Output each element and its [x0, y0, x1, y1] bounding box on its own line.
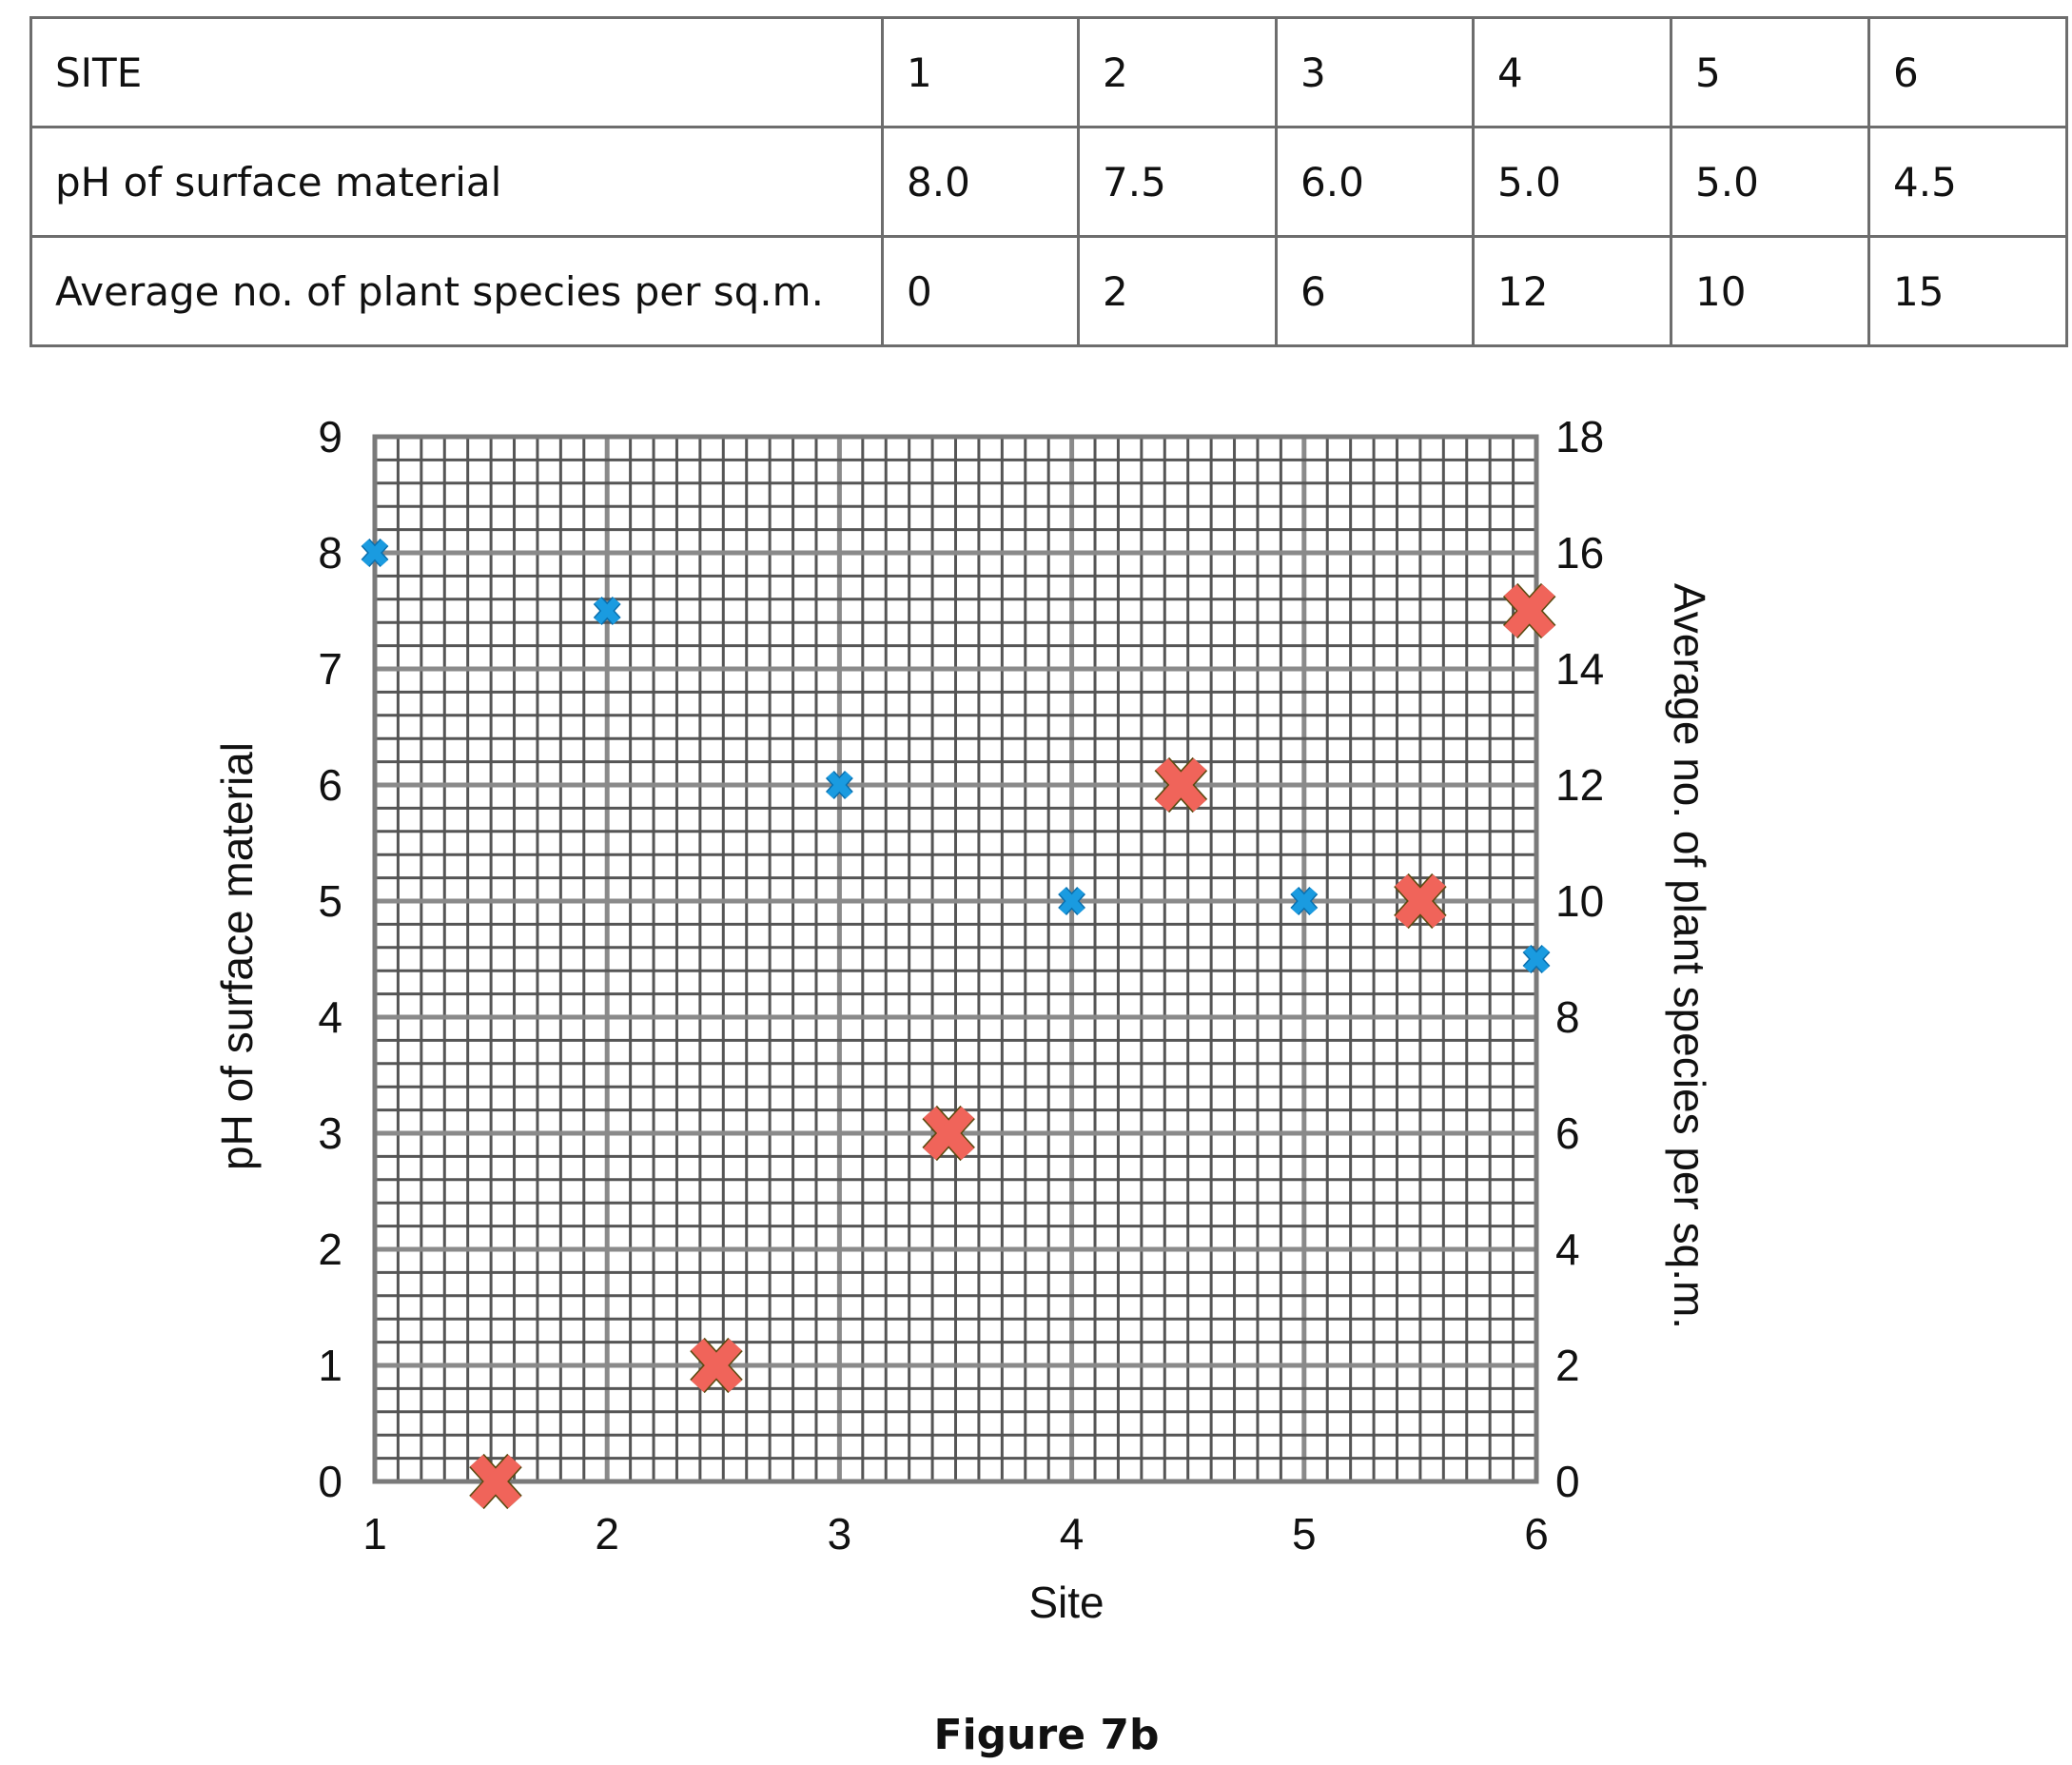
y-left-tick-label: 5 — [318, 876, 342, 926]
table-cell: 1 — [881, 16, 1080, 128]
table-cell: 4.5 — [1867, 126, 2068, 238]
y-left-tick-label: 8 — [318, 528, 342, 578]
y-left-tick-label: 1 — [318, 1341, 342, 1390]
y-right-tick-label: 4 — [1555, 1225, 1580, 1274]
table-cell: 5.0 — [1472, 126, 1672, 238]
ph-data-point — [825, 770, 853, 800]
x-marker-icon — [1059, 887, 1085, 915]
table-row: SITE 1 2 3 4 5 6 — [29, 16, 2068, 128]
x-marker-icon — [1155, 757, 1207, 813]
x-marker-icon — [827, 771, 852, 799]
x-tick-label: 1 — [362, 1509, 387, 1559]
y-right-tick-label: 6 — [1555, 1108, 1580, 1158]
y-left-tick-label: 7 — [318, 644, 342, 694]
row-header: pH of surface material — [29, 126, 884, 238]
ph-data-point — [1058, 886, 1086, 916]
row-header: SITE — [29, 16, 884, 128]
x-axis-label: Site — [1028, 1578, 1104, 1627]
table-cell: 5 — [1670, 16, 1870, 128]
x-tick-label: 6 — [1524, 1509, 1549, 1559]
x-marker-icon — [1523, 945, 1550, 973]
x-tick-label: 3 — [828, 1509, 852, 1559]
ph-data-point — [1290, 886, 1319, 916]
table-cell: 10 — [1670, 235, 1870, 347]
table-cell: 8.0 — [881, 126, 1080, 238]
y-left-tick-label: 2 — [318, 1225, 342, 1274]
y-right-tick-label: 10 — [1555, 876, 1604, 926]
y-right-tick-label: 16 — [1555, 528, 1604, 578]
table-cell: 12 — [1472, 235, 1672, 347]
x-tick-label: 5 — [1292, 1509, 1317, 1559]
y-right-axis-label: Average no. of plant species per sq.m. — [1665, 583, 1714, 1329]
table-cell: 6 — [1867, 16, 2068, 128]
table-row: pH of surface material 8.0 7.5 6.0 5.0 5.0 4.5 — [29, 126, 2068, 238]
table-cell: 6 — [1275, 235, 1475, 347]
x-marker-icon — [1395, 873, 1446, 929]
table-cell: 0 — [881, 235, 1080, 347]
y-left-tick-label: 6 — [318, 760, 342, 810]
y-left-tick-label: 3 — [318, 1108, 342, 1158]
y-left-axis-label: pH of surface material — [212, 742, 262, 1170]
x-marker-icon — [594, 597, 620, 625]
x-marker-icon — [1291, 887, 1318, 915]
table-cell: 7.5 — [1077, 126, 1278, 238]
table-cell: 6.0 — [1275, 126, 1475, 238]
species-data-point — [1394, 873, 1447, 930]
y-left-tick-label: 9 — [318, 412, 342, 461]
data-table: SITE 1 2 3 4 5 6 pH of surface material 8.0 7.5 6.… — [29, 16, 2068, 347]
table-cell: 2 — [1077, 235, 1278, 347]
table-cell: 5.0 — [1670, 126, 1870, 238]
y-right-tick-label: 18 — [1555, 412, 1604, 461]
y-left-tick-label: 4 — [318, 992, 342, 1042]
table-row: Average no. of plant species per sq.m. 0 2… — [29, 235, 2068, 347]
ph-data-point — [1522, 944, 1551, 974]
x-tick-label: 2 — [595, 1509, 619, 1559]
y-right-tick-label: 8 — [1555, 992, 1580, 1042]
species-data-point — [469, 1453, 522, 1510]
y-right-tick-label: 2 — [1555, 1341, 1580, 1390]
x-tick-label: 4 — [1060, 1509, 1085, 1559]
figure-caption: Figure 7b — [934, 1711, 1160, 1759]
species-data-point — [690, 1337, 743, 1394]
x-marker-icon — [1504, 583, 1555, 638]
table-cell: 15 — [1867, 235, 2068, 347]
y-right-tick-label: 14 — [1555, 644, 1604, 694]
ph-data-point — [593, 596, 621, 626]
x-marker-icon — [362, 539, 388, 567]
ph-data-point — [361, 538, 389, 568]
species-data-point — [1154, 756, 1208, 814]
x-marker-icon — [691, 1338, 742, 1393]
x-marker-icon — [470, 1454, 521, 1509]
species-data-point — [922, 1105, 975, 1162]
y-left-tick-label: 0 — [318, 1457, 342, 1506]
x-marker-icon — [923, 1106, 974, 1161]
y-right-tick-label: 12 — [1555, 760, 1604, 810]
table-cell: 2 — [1077, 16, 1278, 128]
y-right-tick-label: 0 — [1555, 1457, 1580, 1506]
table-cell: 4 — [1472, 16, 1672, 128]
row-header: Average no. of plant species per sq.m. — [29, 235, 884, 347]
table-cell: 3 — [1275, 16, 1475, 128]
species-data-point — [1502, 582, 1556, 639]
